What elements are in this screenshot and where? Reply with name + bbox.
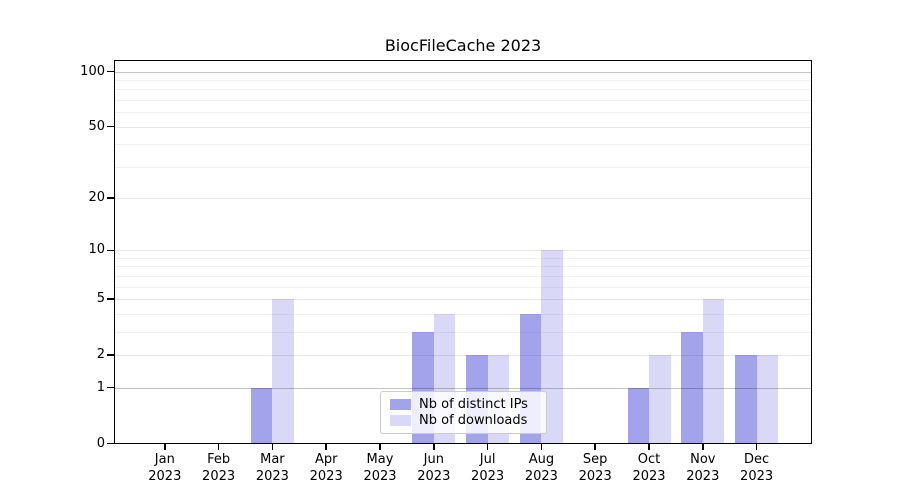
y-tick-label: 5: [96, 291, 105, 307]
y-tick-label: 100: [80, 63, 105, 79]
y-gridline-minor: [115, 112, 811, 114]
y-tick-label: 50: [88, 118, 105, 134]
x-tick-mark: [379, 444, 381, 450]
x-tick-label: Jan 2023: [148, 452, 182, 484]
y-gridline-major: [115, 354, 811, 356]
bar-distinct-ips: [735, 354, 757, 443]
y-gridline-minor: [115, 258, 811, 259]
x-tick-mark: [433, 444, 435, 450]
x-tick-mark: [271, 444, 274, 450]
x-tick-label: Apr 2023: [309, 452, 343, 484]
y-gridline-minor: [115, 89, 811, 91]
y-tick-label: 0: [96, 435, 105, 451]
y-tick-label: 20: [88, 190, 105, 206]
x-tick-mark: [164, 444, 166, 450]
y-tick-label: 10: [88, 242, 105, 258]
y-gridline-minor: [115, 286, 811, 288]
x-tick-mark: [325, 444, 327, 450]
y-gridline-minor: [115, 100, 811, 102]
legend-label-downloads: Nb of downloads: [419, 413, 528, 429]
x-tick-label: Sep 2023: [578, 452, 612, 484]
y-gridline-minor: [115, 275, 811, 277]
y-tick-mark: [107, 125, 114, 128]
x-tick-label: Jun 2023: [417, 452, 451, 484]
y-gridline-minor: [115, 313, 811, 315]
plot-area: [114, 60, 812, 444]
x-tick-label: Feb 2023: [202, 452, 236, 484]
y-tick-mark: [107, 197, 114, 199]
x-tick-mark: [486, 444, 489, 450]
legend: Nb of distinct IPs Nb of downloads: [380, 391, 547, 434]
legend-item-downloads: Nb of downloads: [390, 413, 537, 428]
bar-distinct-ips: [681, 331, 703, 443]
bar-downloads: [756, 354, 779, 443]
bar-downloads: [649, 354, 671, 443]
x-tick-mark: [217, 444, 220, 450]
y-tick-mark: [107, 442, 114, 445]
x-tick-label: Oct 2023: [632, 452, 666, 484]
y-gridline-major: [115, 126, 811, 128]
legend-item-distinct-ips: Nb of distinct IPs: [390, 397, 537, 412]
legend-swatch-downloads: [390, 415, 411, 427]
y-tick-label: 1: [96, 379, 105, 395]
x-tick-label: Dec 2023: [740, 452, 774, 484]
y-tick-label: 2: [96, 346, 105, 362]
chart-title: BiocFileCache 2023: [384, 36, 542, 55]
y-tick-mark: [107, 354, 114, 356]
x-tick-label: Aug 2023: [524, 452, 558, 484]
bar-downloads: [702, 299, 725, 443]
bar-distinct-ips: [627, 387, 649, 443]
x-tick-mark: [594, 444, 596, 450]
x-tick-mark: [540, 444, 543, 450]
y-tick-mark: [107, 298, 114, 300]
bar-distinct-ips: [250, 387, 273, 443]
legend-label-distinct-ips: Nb of distinct IPs: [419, 396, 528, 412]
y-tick-mark: [107, 249, 114, 252]
y-gridline-minor: [115, 331, 811, 333]
y-gridline-minor: [115, 166, 811, 168]
legend-swatch-distinct-ips: [390, 398, 411, 410]
y-gridline-emphasized: [115, 387, 811, 389]
x-tick-label: Nov 2023: [686, 452, 720, 484]
y-tick-mark: [107, 386, 114, 389]
bar-downloads: [272, 299, 294, 443]
y-gridline-minor: [115, 266, 811, 268]
x-tick-mark: [648, 444, 650, 450]
x-tick-mark: [755, 444, 758, 450]
y-tick-mark: [107, 70, 114, 73]
y-gridline-emphasized: [115, 71, 811, 73]
y-gridline-major: [115, 198, 811, 200]
x-tick-label: Mar 2023: [255, 452, 289, 484]
y-gridline-major: [115, 299, 811, 301]
y-gridline-major: [115, 250, 811, 252]
x-tick-mark: [702, 444, 704, 450]
y-gridline-minor: [115, 144, 811, 146]
x-tick-label: Jul 2023: [471, 452, 505, 484]
x-tick-label: May 2023: [363, 452, 397, 484]
y-gridline-minor: [115, 80, 811, 82]
